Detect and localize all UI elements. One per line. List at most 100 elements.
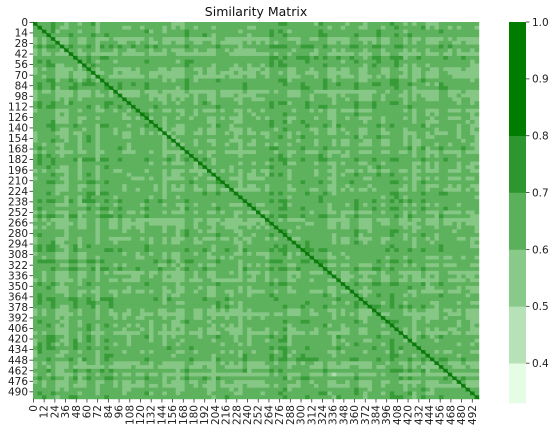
heatmap-cell	[470, 40, 475, 45]
heatmap-cell	[438, 40, 444, 45]
heatmap-cell	[50, 150, 56, 155]
heatmap-cell	[162, 127, 168, 132]
heatmap-cell	[282, 176, 288, 181]
heatmap-cell	[461, 150, 466, 155]
heatmap-cell	[224, 161, 230, 166]
heatmap-cell	[327, 48, 333, 53]
heatmap-cell	[33, 176, 38, 181]
heatmap-cell	[429, 74, 435, 79]
heatmap-cell	[162, 142, 168, 147]
heatmap-cell	[336, 108, 341, 113]
heatmap-cell	[363, 187, 368, 192]
heatmap-cell	[318, 97, 324, 102]
heatmap-cell	[443, 123, 449, 128]
heatmap-cell	[117, 153, 123, 158]
heatmap-cell	[126, 86, 132, 91]
heatmap-cell	[95, 44, 101, 49]
heatmap-cell	[403, 25, 408, 30]
heatmap-cell	[354, 33, 359, 38]
heatmap-cell	[99, 161, 105, 166]
heatmap-cell	[113, 191, 118, 196]
heatmap-cell	[470, 165, 475, 170]
heatmap-cell	[189, 78, 194, 83]
heatmap-cell	[296, 74, 301, 79]
heatmap-cell	[95, 37, 101, 42]
heatmap-cell	[46, 37, 52, 42]
heatmap-cell	[438, 150, 444, 155]
heatmap-cell	[256, 202, 261, 207]
heatmap-cell	[447, 22, 453, 27]
heatmap-cell	[229, 52, 234, 57]
heatmap-cell	[398, 146, 404, 151]
heatmap-cell	[287, 37, 292, 42]
heatmap-cell	[144, 127, 150, 132]
heatmap-cell	[367, 206, 373, 211]
heatmap-cell	[416, 52, 422, 57]
heatmap-cell	[425, 89, 431, 94]
heatmap-cell	[90, 169, 96, 174]
heatmap-cell	[220, 172, 226, 177]
heatmap-cell	[215, 157, 221, 162]
heatmap-cell	[233, 120, 239, 125]
heatmap-cell	[247, 78, 252, 83]
heatmap-cell	[305, 29, 310, 34]
heatmap-cell	[322, 37, 328, 42]
heatmap-cell	[456, 195, 462, 200]
heatmap-cell	[82, 71, 87, 76]
heatmap-cell	[175, 55, 181, 60]
heatmap-cell	[220, 191, 226, 196]
heatmap-cell	[398, 142, 404, 147]
heatmap-cell	[148, 142, 154, 147]
heatmap-cell	[148, 101, 154, 106]
heatmap-cell	[443, 48, 449, 53]
heatmap-cell	[305, 187, 310, 192]
heatmap-cell	[264, 25, 270, 30]
heatmap-cell	[470, 55, 475, 60]
heatmap-cell	[46, 55, 52, 60]
heatmap-cell	[331, 52, 337, 57]
heatmap-cell	[180, 206, 185, 211]
heatmap-cell	[233, 202, 239, 207]
heatmap-cell	[82, 131, 87, 136]
heatmap-cell	[184, 172, 190, 177]
heatmap-cell	[233, 63, 239, 68]
heatmap-cell	[95, 191, 101, 196]
heatmap-cell	[340, 104, 346, 109]
heatmap-cell	[363, 120, 368, 125]
heatmap-cell	[389, 44, 395, 49]
heatmap-cell	[180, 199, 185, 204]
heatmap-cell	[322, 120, 328, 125]
heatmap-cell	[340, 135, 346, 140]
heatmap-cell	[256, 150, 261, 155]
heatmap-cell	[215, 127, 221, 132]
heatmap-cell	[367, 138, 373, 143]
heatmap-cell	[309, 202, 315, 207]
heatmap-cell	[474, 48, 480, 53]
heatmap-cell	[229, 172, 234, 177]
heatmap-cell	[313, 157, 319, 162]
heatmap-cell	[247, 52, 252, 57]
heatmap-cell	[198, 63, 203, 68]
heatmap-cell	[82, 52, 87, 57]
heatmap-cell	[157, 86, 163, 91]
heatmap-cell	[403, 89, 408, 94]
heatmap-cell	[313, 142, 319, 147]
heatmap-cell	[300, 195, 306, 200]
heatmap-cell	[421, 74, 426, 79]
heatmap-cell	[354, 25, 359, 30]
heatmap-cell	[421, 67, 426, 72]
heatmap-cell	[77, 37, 83, 42]
heatmap-cell	[296, 48, 301, 53]
heatmap-cell	[148, 169, 154, 174]
heatmap-cell	[77, 161, 83, 166]
heatmap-cell	[46, 67, 52, 72]
heatmap-cell	[251, 135, 257, 140]
heatmap-cell	[354, 104, 359, 109]
heatmap-cell	[193, 123, 199, 128]
heatmap-cell	[180, 63, 185, 68]
heatmap-cell	[385, 22, 391, 27]
heatmap-cell	[247, 169, 252, 174]
heatmap-cell	[117, 146, 123, 151]
heatmap-cell	[278, 150, 284, 155]
heatmap-cell	[429, 138, 435, 143]
